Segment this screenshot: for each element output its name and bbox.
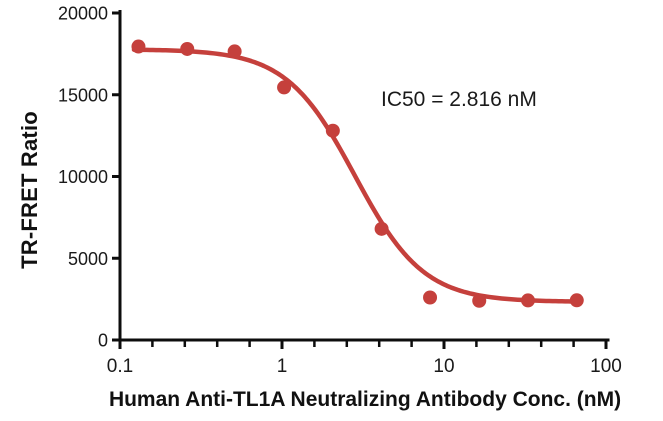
data-point <box>325 123 340 138</box>
data-point <box>180 41 195 56</box>
data-point <box>227 44 242 59</box>
data-point <box>374 221 389 236</box>
ic50-annotation: IC50 = 2.816 nM <box>381 88 537 111</box>
data-point <box>277 80 292 95</box>
y-tick-label: 15000 <box>58 85 108 105</box>
x-tick-label: 0.1 <box>107 356 133 377</box>
data-point <box>472 293 487 308</box>
data-point <box>423 290 438 305</box>
data-point <box>521 293 535 308</box>
fit-curve <box>131 47 581 304</box>
data-point <box>569 293 584 308</box>
y-tick-label: 20000 <box>58 4 108 24</box>
y-axis-title: TR-FRET Ratio <box>17 111 42 269</box>
y-tick-label: 5000 <box>68 249 108 269</box>
x-tick-label: 10 <box>433 356 454 377</box>
x-tick-label: 1 <box>277 356 288 377</box>
x-tick-label: 100 <box>590 356 622 377</box>
x-axis-title: Human Anti-TL1A Neutralizing Antibody Co… <box>108 388 622 411</box>
data-point <box>131 39 146 54</box>
y-tick-label: 0 <box>98 331 108 351</box>
y-tick-label: 10000 <box>58 167 108 187</box>
